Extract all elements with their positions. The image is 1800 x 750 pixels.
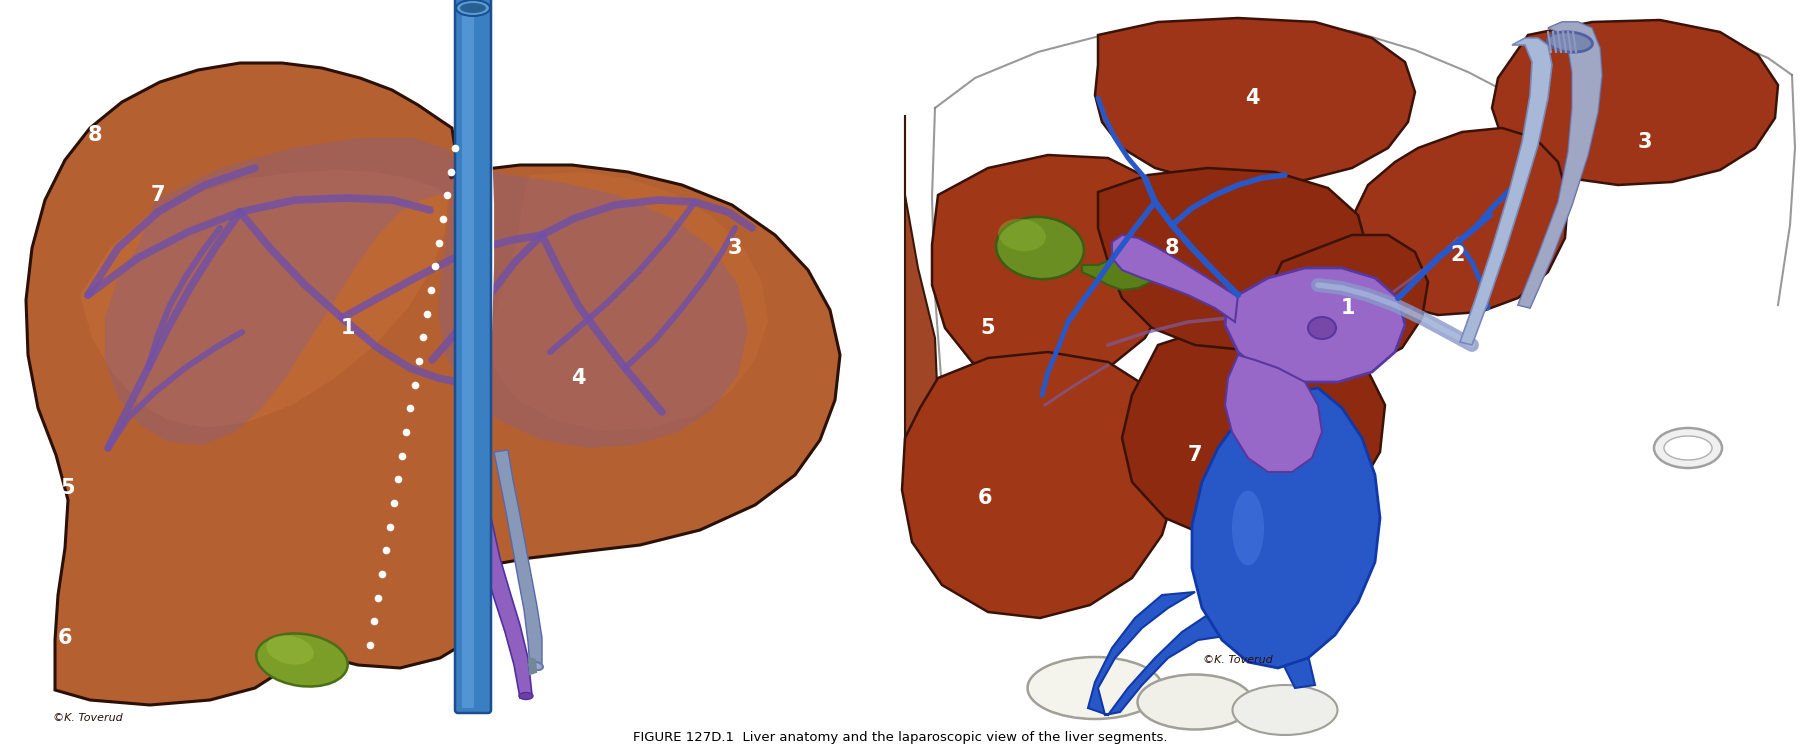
Text: 2: 2 [1451, 245, 1465, 265]
Polygon shape [1226, 268, 1406, 382]
Ellipse shape [1548, 32, 1593, 53]
Polygon shape [490, 172, 769, 430]
Text: 8: 8 [88, 125, 103, 145]
Ellipse shape [256, 634, 347, 686]
Ellipse shape [1663, 436, 1712, 460]
Polygon shape [905, 115, 938, 478]
Ellipse shape [1309, 317, 1336, 339]
Ellipse shape [1028, 657, 1163, 719]
Text: 6: 6 [977, 488, 992, 508]
Text: ©K. Toverud: ©K. Toverud [54, 713, 122, 723]
Polygon shape [902, 352, 1177, 618]
Polygon shape [1098, 168, 1368, 350]
Polygon shape [1087, 592, 1316, 715]
Text: 8: 8 [1165, 238, 1179, 258]
Polygon shape [1094, 18, 1415, 185]
Text: 4: 4 [571, 368, 585, 388]
Ellipse shape [455, 0, 490, 16]
Text: 7: 7 [151, 185, 166, 205]
Ellipse shape [999, 219, 1046, 251]
Ellipse shape [518, 692, 533, 700]
Ellipse shape [1233, 685, 1337, 735]
Text: 2: 2 [711, 138, 725, 158]
Polygon shape [1192, 388, 1381, 668]
Polygon shape [493, 450, 542, 668]
Polygon shape [1492, 20, 1778, 185]
FancyBboxPatch shape [455, 0, 491, 713]
Text: 3: 3 [1638, 132, 1652, 152]
Polygon shape [1226, 355, 1321, 472]
Ellipse shape [266, 635, 313, 664]
Ellipse shape [995, 217, 1084, 279]
Polygon shape [1352, 128, 1568, 315]
Polygon shape [932, 155, 1177, 382]
Polygon shape [1121, 325, 1384, 540]
Ellipse shape [461, 3, 486, 13]
Polygon shape [463, 455, 533, 698]
Text: 1: 1 [340, 318, 355, 338]
Text: 5: 5 [981, 318, 995, 338]
Ellipse shape [1138, 674, 1253, 730]
FancyBboxPatch shape [463, 1, 473, 708]
Text: 6: 6 [58, 628, 72, 648]
Polygon shape [1460, 38, 1552, 345]
Polygon shape [1082, 252, 1163, 290]
Ellipse shape [1654, 428, 1723, 468]
Text: 5: 5 [61, 478, 76, 498]
Text: 1: 1 [1341, 298, 1355, 318]
Text: 7: 7 [1188, 445, 1202, 465]
Polygon shape [1517, 22, 1602, 308]
Ellipse shape [1231, 490, 1264, 566]
Polygon shape [1112, 235, 1238, 322]
Polygon shape [1267, 235, 1427, 368]
Text: 3: 3 [727, 238, 742, 258]
Text: ©K. Toverud: ©K. Toverud [1202, 655, 1273, 665]
Polygon shape [104, 138, 749, 448]
Polygon shape [25, 63, 841, 705]
Ellipse shape [529, 662, 544, 670]
Text: FIGURE 127D.1  Liver anatomy and the laparoscopic view of the liver segments.: FIGURE 127D.1 Liver anatomy and the lapa… [634, 731, 1166, 745]
Text: 4: 4 [1246, 88, 1260, 108]
Polygon shape [79, 170, 448, 428]
Polygon shape [1517, 22, 1602, 308]
